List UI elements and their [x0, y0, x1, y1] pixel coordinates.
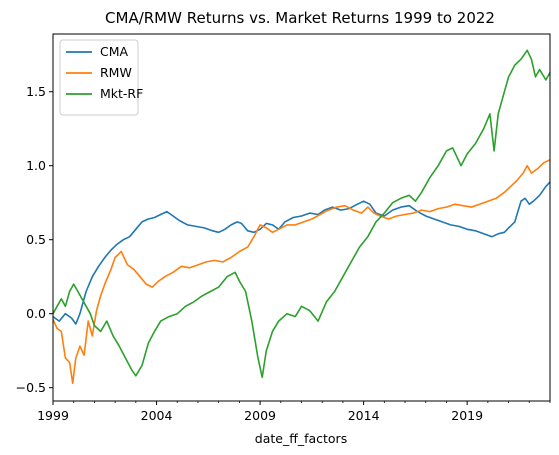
x-axis: 1999 2004 2009 2014 2019 — [37, 401, 551, 423]
legend: CMA RMW Mkt-RF — [59, 39, 143, 116]
x-tick-label: 2009 — [244, 408, 276, 423]
y-tick-label: 0.5 — [26, 232, 46, 247]
x-tick-label: 2014 — [348, 408, 380, 423]
legend-box — [59, 39, 139, 116]
x-tick-label: 1999 — [37, 408, 69, 423]
series-line — [52, 49, 551, 379]
series-line — [52, 159, 551, 384]
x-tick-label: 2019 — [451, 408, 483, 423]
chart-title: CMA/RMW Returns vs. Market Returns 1999 … — [105, 9, 495, 27]
y-tick-label: 1.0 — [26, 158, 46, 173]
legend-label: Mkt-RF — [100, 86, 143, 101]
legend-label: RMW — [100, 65, 132, 80]
legend-label: CMA — [100, 44, 129, 59]
series-layer — [52, 49, 551, 384]
y-tick-label: 1.5 — [26, 84, 46, 99]
y-tick-label: 0.0 — [26, 306, 46, 321]
x-tick-label: 2004 — [141, 408, 173, 423]
x-axis-label: date_ff_factors — [255, 431, 347, 446]
y-axis: −0.5 0.0 0.5 1.0 1.5 — [16, 84, 53, 395]
y-tick-label: −0.5 — [16, 380, 46, 395]
series-line — [52, 181, 551, 325]
